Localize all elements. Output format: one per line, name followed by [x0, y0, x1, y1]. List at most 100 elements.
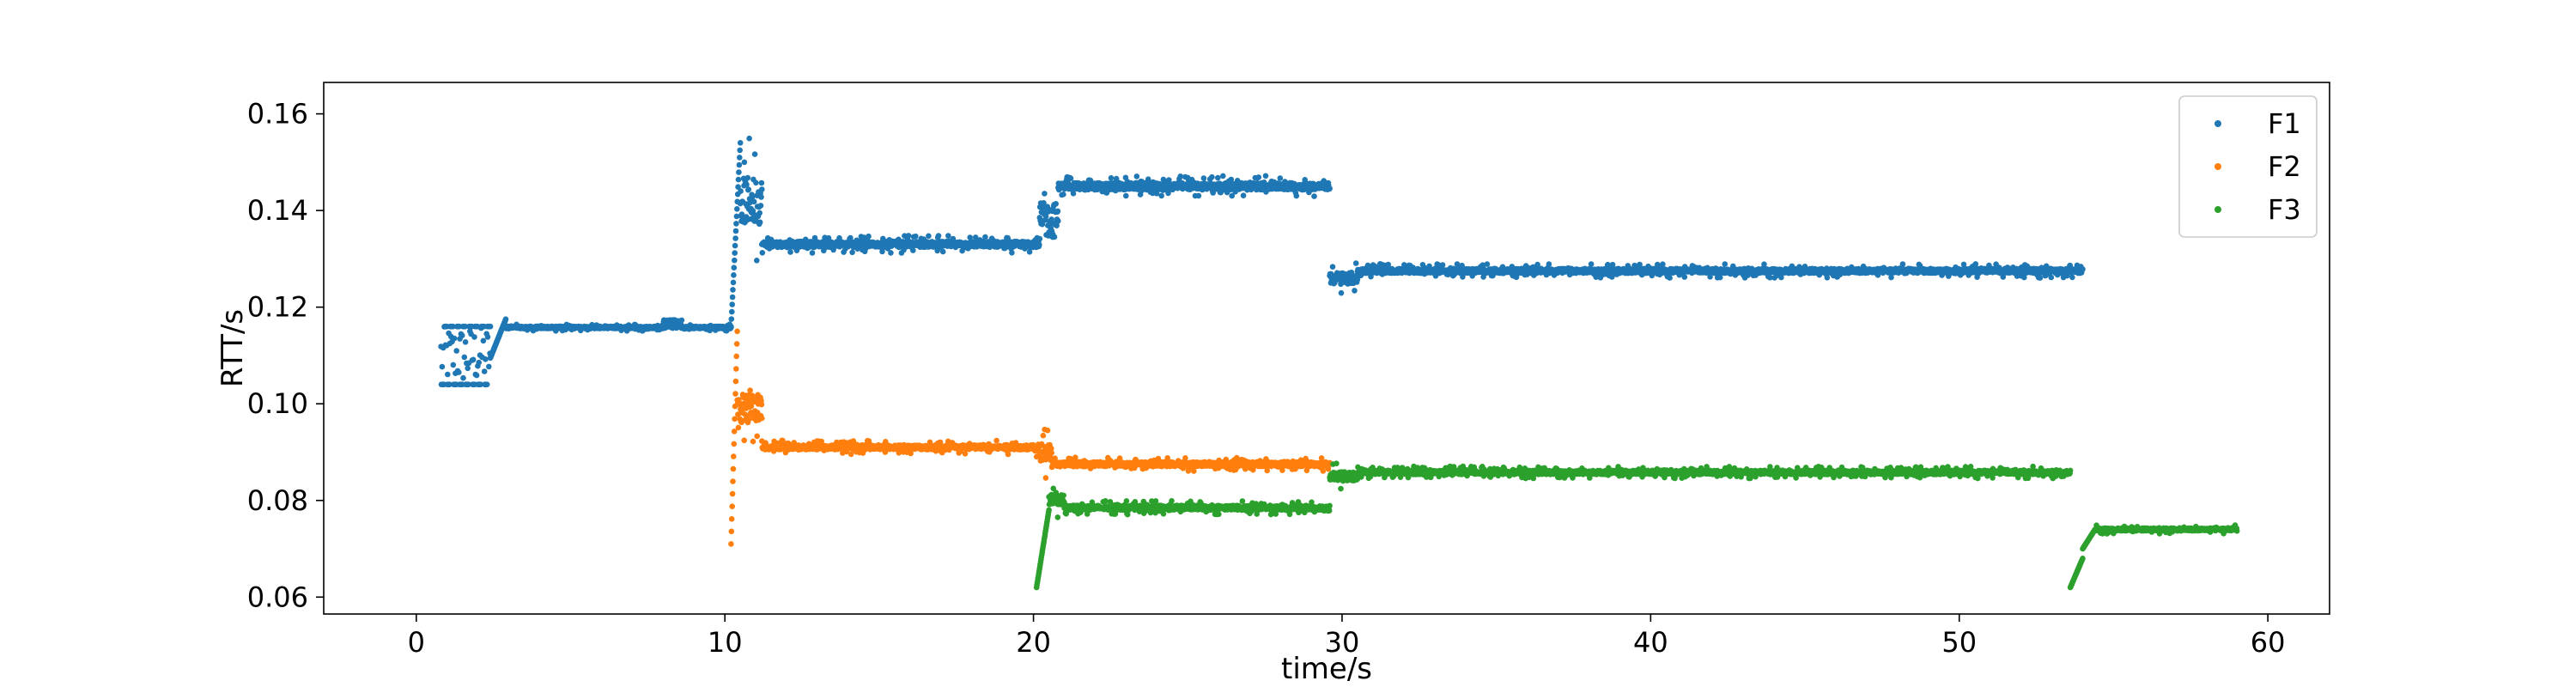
data-point-f1: [738, 188, 744, 194]
data-point-f1: [1681, 274, 1688, 280]
data-point-f1: [809, 250, 816, 256]
data-point-f1: [735, 184, 741, 190]
data-point-f1: [1055, 217, 1061, 224]
data-point-f1: [732, 235, 738, 241]
data-point-f1: [1899, 261, 1906, 267]
data-point-f1: [731, 264, 738, 271]
data-point-f1: [456, 369, 462, 375]
data-point-f1: [1158, 192, 1164, 199]
data-point-f1: [1177, 173, 1183, 179]
data-point-f1: [447, 381, 453, 388]
data-point-f1: [741, 159, 748, 166]
data-point-f1: [471, 334, 477, 340]
data-point-f1: [1255, 174, 1262, 180]
data-point-f2: [747, 387, 753, 393]
data-point-f1: [1051, 234, 1058, 240]
data-point-f2: [729, 490, 736, 497]
data-point-f1: [1153, 191, 1160, 197]
data-point-f2: [750, 438, 756, 445]
data-point-f1: [1123, 192, 1129, 199]
data-point-f1: [744, 181, 750, 188]
data-point-f1: [1054, 222, 1060, 229]
data-point-f1: [1209, 173, 1215, 180]
data-point-f1: [945, 233, 951, 239]
data-point-f1: [750, 208, 756, 214]
data-point-f1: [451, 335, 458, 342]
data-point-f1: [477, 381, 484, 388]
data-point-f1: [751, 151, 758, 157]
data-point-f1: [1329, 264, 1336, 271]
data-point-f1: [1133, 173, 1140, 179]
data-point-f1: [1042, 213, 1049, 220]
data-point-f1: [736, 161, 743, 168]
data-point-f1: [733, 213, 740, 220]
data-point-f1: [733, 221, 739, 227]
data-point-f1: [486, 363, 492, 370]
data-point-f1: [481, 368, 488, 374]
data-point-f2: [733, 366, 739, 372]
data-point-f1: [1722, 261, 1728, 267]
data-point-f1: [450, 362, 457, 368]
data-point-f2: [758, 401, 765, 408]
data-point-f1: [1009, 250, 1015, 256]
data-point-f1: [750, 198, 757, 205]
data-point-f1: [730, 279, 737, 286]
data-point-f1: [453, 348, 459, 354]
data-point-f1: [484, 334, 491, 340]
data-point-f1: [754, 258, 760, 264]
data-point-f2: [729, 503, 735, 509]
data-point-f1: [470, 356, 477, 363]
data-point-f2: [730, 478, 736, 484]
data-point-f1: [939, 248, 946, 255]
data-point-f1: [1215, 174, 1221, 181]
data-point-f1: [1036, 241, 1042, 248]
data-point-f1: [744, 174, 751, 181]
data-point-f1: [1240, 192, 1247, 198]
data-point-f1: [1588, 261, 1595, 267]
data-point-f1: [732, 228, 739, 234]
data-point-f2: [734, 328, 740, 335]
data-point-f1: [1277, 175, 1284, 181]
data-point-f1: [465, 365, 471, 372]
data-point-f1: [465, 381, 471, 388]
data-point-f2: [732, 378, 739, 385]
data-point-f1: [1108, 175, 1115, 181]
data-point-f2: [730, 465, 737, 472]
data-point-f1: [678, 317, 685, 324]
data-point-f1: [910, 247, 916, 253]
data-point-f1: [728, 323, 734, 330]
data-point-f2: [728, 528, 735, 535]
data-point-f2: [759, 415, 765, 422]
data-point-f1: [1026, 249, 1033, 255]
data-point-f2: [848, 451, 854, 458]
data-point-f1: [1262, 173, 1269, 179]
data-point-f1: [2069, 274, 2075, 281]
data-point-f1: [1041, 200, 1047, 206]
data-point-f1: [749, 194, 756, 201]
data-point-f1: [1338, 289, 1345, 296]
data-point-f1: [758, 179, 765, 186]
data-point-f1: [1053, 201, 1059, 207]
data-point-f1: [1667, 275, 1673, 281]
data-point-f1: [1352, 260, 1359, 266]
data-point-f1: [1042, 191, 1048, 197]
data-point-f1: [745, 186, 751, 192]
data-point-f1: [1220, 173, 1226, 179]
data-point-f1: [732, 242, 738, 249]
data-point-f1: [729, 294, 736, 301]
data-point-f1: [462, 323, 468, 330]
data-point-f1: [1439, 262, 1446, 268]
data-point-f2: [731, 453, 737, 459]
data-point-f1: [758, 194, 764, 200]
data-point-f1: [445, 371, 451, 378]
data-point-f1: [439, 363, 446, 370]
data-point-f2: [731, 441, 738, 447]
data-point-f1: [737, 155, 743, 161]
data-point-f1: [732, 250, 738, 256]
data-point-f1: [1060, 192, 1066, 198]
data-point-f1: [483, 381, 490, 388]
data-point-f2: [728, 541, 734, 547]
data-point-f1: [926, 233, 932, 240]
data-point-f1: [1113, 175, 1120, 182]
